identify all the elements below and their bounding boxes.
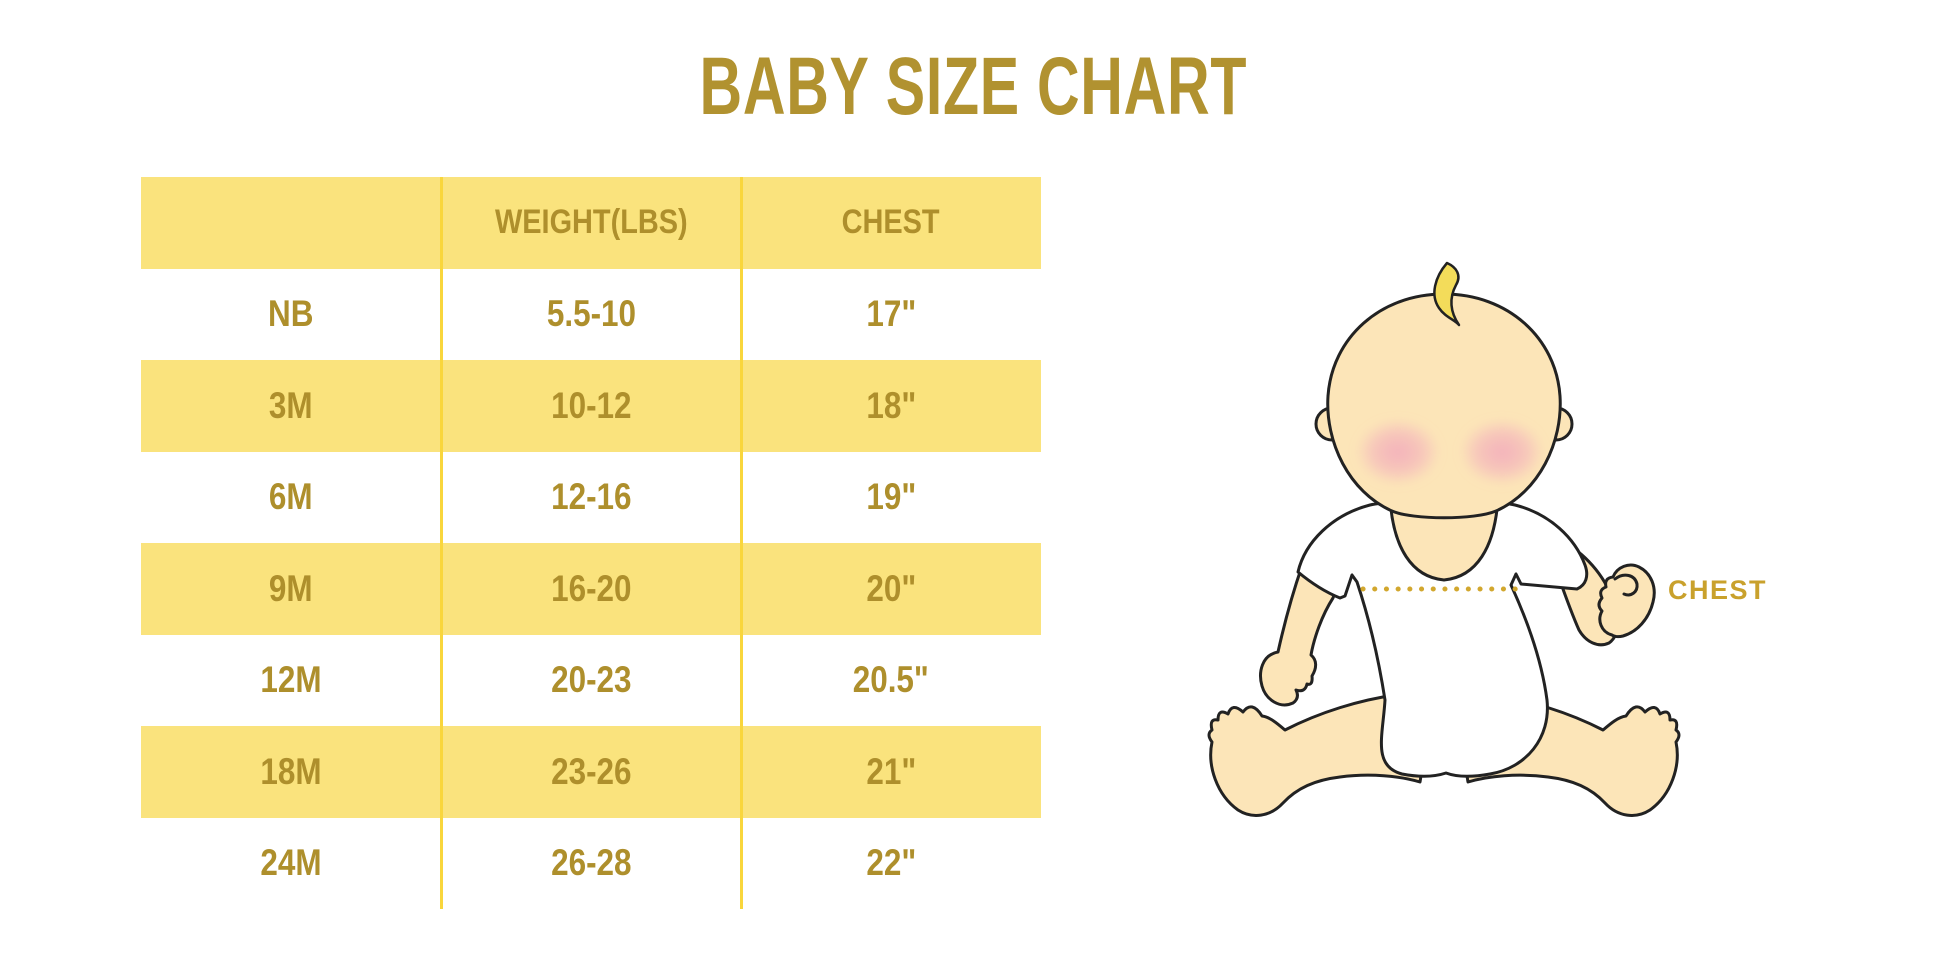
baby-thumb-line (1613, 573, 1639, 597)
table-row-6m: 6M 12-16 19" (141, 452, 1041, 544)
weight-cell: 20-23 (550, 659, 632, 701)
size-cell: 24M (260, 842, 322, 884)
table-row-nb: NB 5.5-10 17" (141, 269, 1041, 361)
size-cell: 3M (269, 384, 313, 426)
baby-icon (1207, 261, 1681, 817)
column-divider (440, 177, 443, 909)
baby-fist (1597, 563, 1656, 639)
header-weight-cell: WEIGHT(LBS) (441, 177, 741, 269)
chest-cell: 21" (866, 750, 916, 792)
chest-cell: 20.5" (852, 659, 930, 701)
size-cell: 12M (260, 659, 322, 701)
baby-left-arm (1259, 558, 1342, 707)
header-chest-cell: CHEST (741, 177, 1041, 269)
header-size-cell (141, 177, 441, 269)
weight-cell: 16-20 (550, 567, 632, 609)
table-row-12m: 12M 20-23 20.5" (141, 635, 1041, 727)
chest-cell: 18" (866, 384, 916, 426)
weight-cell: 26-28 (550, 842, 632, 884)
header-chest-label: CHEST (842, 203, 940, 242)
baby-illustration (1190, 240, 1750, 840)
weight-cell: 12-16 (550, 476, 632, 518)
size-cell: NB (268, 293, 314, 335)
table-row-18m: 18M 23-26 21" (141, 726, 1041, 818)
size-cell: 9M (269, 567, 313, 609)
page-title: BABY SIZE CHART (0, 46, 1946, 128)
size-cell: 18M (260, 750, 322, 792)
chest-cell: 17" (866, 293, 916, 335)
baby-left-leg (1207, 693, 1432, 817)
size-table: WEIGHT(LBS) CHEST NB 5.5-10 17" 3M 10-12… (141, 177, 1041, 909)
baby-left-blush (1356, 419, 1440, 485)
baby-head (1326, 292, 1562, 520)
chest-annotation-label: CHEST (1668, 575, 1768, 605)
weight-cell: 23-26 (550, 750, 632, 792)
chest-cell: 22" (866, 842, 916, 884)
baby-neck (1388, 496, 1500, 582)
size-cell: 6M (269, 476, 313, 518)
table-row-3m: 3M 10-12 18" (141, 360, 1041, 452)
page-title-text: BABY SIZE CHART (699, 41, 1247, 132)
header-weight-label: WEIGHT(LBS) (494, 203, 688, 242)
chest-cell: 19" (866, 476, 916, 518)
weight-cell: 10-12 (550, 384, 632, 426)
weight-cell: 5.5-10 (546, 293, 636, 335)
table-row-24m: 24M 26-28 22" (141, 818, 1041, 910)
chest-cell: 20" (866, 567, 916, 609)
baby-right-blush (1460, 419, 1544, 485)
table-header-row: WEIGHT(LBS) CHEST (141, 177, 1041, 269)
column-divider (740, 177, 743, 909)
table-row-9m: 9M 16-20 20" (141, 543, 1041, 635)
baby-hair-curl (1433, 261, 1461, 327)
